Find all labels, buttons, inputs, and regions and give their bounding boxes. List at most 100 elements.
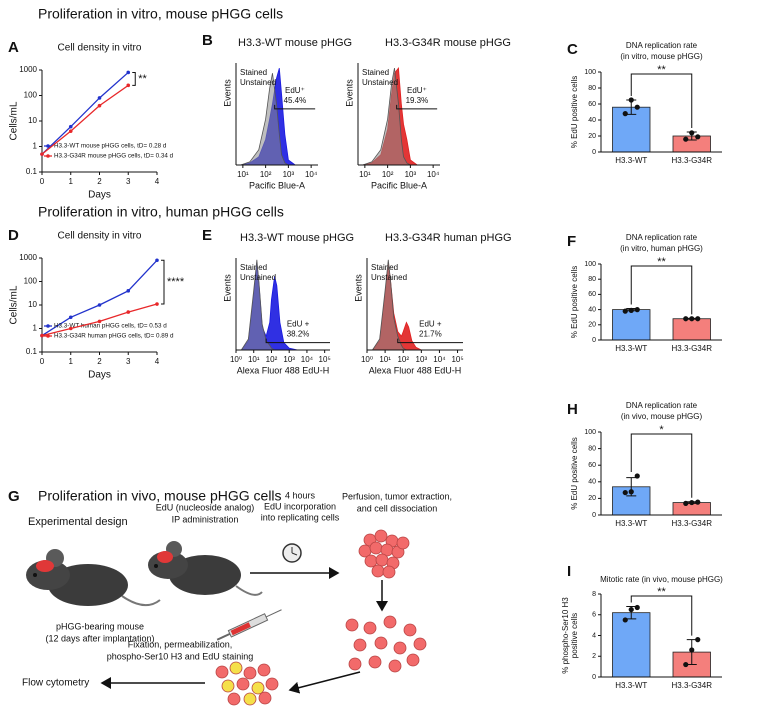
x-tick-label: 10⁰ (230, 355, 242, 364)
step-label: Fixation, permeabilization, (128, 639, 233, 649)
y-tick-label: 100 (584, 429, 596, 436)
chart-title: H3.3-WT mouse pHGG (238, 37, 352, 49)
chart-title: Cell density in vitro (58, 231, 142, 242)
step-label: IP administration (172, 514, 239, 524)
y-tick-label: 20 (588, 133, 596, 140)
replicate-point (628, 307, 634, 313)
significance-label: ** (657, 64, 666, 76)
y-tick-label: 0 (592, 149, 596, 156)
x-tick-label: 10⁴ (433, 355, 446, 364)
subheading: Experimental design (28, 516, 128, 528)
cell-icon (375, 553, 389, 567)
section-heading: Proliferation in vitro, mouse pHGG cells (38, 6, 283, 22)
y-tick-label: 20 (588, 495, 596, 502)
y-axis-label: % EdU positive cells (570, 437, 579, 509)
cell-icon (251, 681, 265, 695)
cell-icon (413, 637, 427, 651)
y-tick-label: 0.1 (26, 167, 38, 176)
syringe-icon (216, 609, 282, 641)
step-label: Flow cytometry (22, 678, 89, 689)
y-tick-label: 80 (588, 445, 596, 452)
gate-label: EdU⁺ (407, 86, 427, 95)
legend-swatch (46, 154, 50, 158)
replicate-point (695, 316, 701, 322)
x-axis-label: Alexa Fluor 488 EdU-H (369, 365, 462, 375)
y-tick-label: 1 (33, 142, 38, 151)
legend-label: Stained (362, 68, 389, 77)
data-point (126, 289, 131, 293)
x-tick-label: 10⁵ (451, 355, 463, 364)
replicate-point (689, 130, 695, 136)
x-tick-label: 0 (40, 357, 45, 366)
replicate-point (634, 604, 640, 611)
panel-letter: C (567, 41, 578, 58)
x-tick-label: 10¹ (359, 170, 371, 179)
x-tick-label: 10² (382, 170, 394, 179)
x-tick-label: 1 (69, 177, 74, 186)
cell-icon (236, 677, 250, 691)
x-tick-label: H3.3-WT (615, 344, 647, 353)
bar (672, 318, 711, 341)
x-tick-label: 10² (260, 170, 272, 179)
mouse-icon (26, 549, 161, 607)
significance-bracket (630, 265, 693, 315)
x-tick-label: 3 (126, 177, 131, 186)
replicate-point (683, 500, 689, 506)
y-axis-label: Events (344, 79, 354, 107)
x-axis-label: Alexa Fluor 488 EdU-H (237, 365, 330, 375)
data-point (126, 83, 131, 88)
cell-icon (368, 655, 382, 669)
legend-label: H3.3-G34R mouse pHGG cells, tD= 0.34 d (54, 153, 174, 160)
y-axis-label: Cells/mL (9, 285, 20, 324)
replicate-point (628, 606, 634, 613)
y-tick-label: 100 (584, 69, 596, 76)
cell-icon (374, 529, 388, 543)
legend-label: Stained (240, 68, 267, 77)
significance-bracket (630, 595, 693, 636)
cell-icon (388, 659, 402, 673)
step-label: pHGG-bearing mouse (56, 621, 144, 631)
chart-title: DNA replication rate (626, 41, 698, 50)
y-tick-label: 10 (28, 116, 37, 125)
data-point (126, 70, 131, 75)
legend-label: Unstained (371, 273, 407, 282)
x-axis-label: Days (88, 190, 111, 201)
replicate-point (695, 637, 701, 643)
y-tick-label: 20 (588, 322, 596, 329)
replicate-point (689, 499, 695, 506)
dissociated-cells (345, 615, 427, 673)
cell-icon (229, 661, 243, 675)
y-tick-label: 2 (592, 653, 596, 660)
x-tick-label: H3.3-WT (615, 519, 647, 528)
x-tick-label: 10⁴ (301, 355, 314, 364)
x-tick-label: 10³ (416, 355, 428, 364)
replicate-point (622, 617, 628, 623)
chart-subtitle: (in vitro, mouse pHGG) (620, 52, 703, 61)
series-line (41, 84, 129, 155)
cell-icon (383, 615, 397, 629)
x-tick-label: 2 (97, 357, 102, 366)
x-tick-label: 10¹ (379, 355, 391, 364)
y-axis-label: Events (222, 79, 232, 107)
replicate-point (695, 499, 701, 505)
y-tick-label: 60 (588, 462, 596, 469)
y-axis-label: Events (353, 274, 363, 302)
gate-value: 38.2% (287, 330, 310, 339)
cell-icon (396, 536, 410, 550)
x-tick-label: 10² (266, 355, 278, 364)
gate-label: EdU⁺ (285, 86, 305, 95)
y-tick-label: 0 (592, 512, 596, 519)
y-axis-label: % phospho-Ser10 H3 (561, 597, 570, 674)
step-label: 4 hours (285, 490, 316, 500)
chart-subtitle: (in vitro, human pHGG) (620, 244, 703, 253)
step-label: EdU (nucleoside analog) (156, 502, 255, 512)
cell-icon (243, 692, 257, 706)
data-point (68, 326, 73, 331)
cell-icon (257, 663, 271, 677)
cell-icon (258, 691, 272, 705)
x-tick-label: H3.3-G34R (672, 156, 713, 165)
step-label: Perfusion, tumor extraction, (342, 491, 452, 501)
y-axis-label: Cells/mL (9, 101, 20, 140)
step-label: phospho-Ser10 H3 and EdU staining (107, 651, 254, 661)
